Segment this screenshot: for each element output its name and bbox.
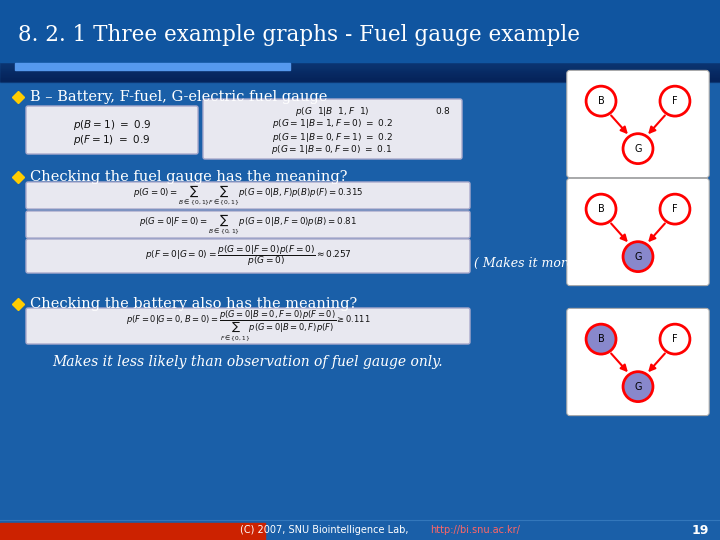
Bar: [0, 79, 720, 80]
Bar: [15, 63, 290, 70]
Bar: [0, 64, 720, 65]
Circle shape: [586, 86, 616, 116]
Circle shape: [660, 86, 690, 116]
Bar: [0, 54, 720, 55]
Text: B: B: [598, 96, 604, 106]
Text: F: F: [672, 96, 678, 106]
FancyBboxPatch shape: [26, 308, 470, 344]
Bar: [0, 66, 720, 67]
Text: $p(G=0) = \sum_{B\in\{0,1\}}\sum_{F\in\{0,1\}} p(G=0|B,F)p(B)p(F) = 0.315$: $p(G=0) = \sum_{B\in\{0,1\}}\sum_{F\in\{…: [133, 183, 363, 207]
Bar: [0, 58, 720, 59]
Bar: [0, 72, 720, 73]
Bar: [0, 0, 720, 50]
Bar: [0, 51, 720, 52]
Text: Checking the fuel gauge has the meaning?: Checking the fuel gauge has the meaning?: [30, 170, 348, 184]
FancyBboxPatch shape: [26, 211, 470, 238]
Text: F: F: [672, 334, 678, 344]
Bar: [0, 55, 720, 56]
Bar: [0, 74, 720, 75]
Bar: [0, 81, 720, 82]
Text: 8. 2. 1 Three example graphs - Fuel gauge example: 8. 2. 1 Three example graphs - Fuel gaug…: [18, 24, 580, 46]
Bar: [0, 62, 720, 63]
FancyBboxPatch shape: [26, 182, 470, 209]
Circle shape: [586, 324, 616, 354]
Circle shape: [660, 324, 690, 354]
Bar: [0, 53, 720, 54]
FancyBboxPatch shape: [567, 308, 709, 416]
Text: $0.8$: $0.8$: [436, 105, 451, 117]
Text: B: B: [598, 334, 604, 344]
Text: G: G: [634, 382, 642, 392]
Text: $p(G=0|F=0) = \sum_{B\in\{0,1\}} p(G=0|B,F=0)p(B) = 0.81$: $p(G=0|F=0) = \sum_{B\in\{0,1\}} p(G=0|B…: [139, 212, 357, 236]
Text: B: B: [598, 204, 604, 214]
Bar: [0, 78, 720, 79]
Bar: [0, 0, 720, 62]
Text: $p(F=0|G=0,B=0) = \dfrac{p(G=0|B=0,F=0)p(F=0)}{\sum_{F\in\{0,1\}}p(G=0|B=0,F)p(F: $p(F=0|G=0,B=0) = \dfrac{p(G=0|B=0,F=0)p…: [125, 309, 370, 343]
Text: B – Battery, F-fuel, G-electric fuel gauge: B – Battery, F-fuel, G-electric fuel gau…: [30, 90, 328, 104]
Bar: [0, 48, 720, 49]
Text: $p(B=1) \ = \ 0.9$: $p(B=1) \ = \ 0.9$: [73, 118, 151, 132]
Bar: [0, 73, 720, 74]
Text: 19: 19: [691, 523, 708, 537]
FancyBboxPatch shape: [567, 70, 709, 178]
Bar: [0, 45, 720, 46]
Bar: [0, 42, 720, 43]
FancyBboxPatch shape: [567, 178, 709, 286]
Text: http://bi.snu.ac.kr/: http://bi.snu.ac.kr/: [430, 525, 520, 535]
Bar: [0, 523, 265, 540]
Bar: [0, 60, 720, 61]
Bar: [0, 50, 720, 51]
Bar: [0, 52, 720, 53]
Bar: [0, 49, 720, 50]
Text: (C) 2007, SNU Biointelligence Lab,: (C) 2007, SNU Biointelligence Lab,: [240, 525, 412, 535]
Bar: [0, 77, 720, 78]
Bar: [0, 61, 720, 62]
FancyBboxPatch shape: [203, 99, 462, 159]
Bar: [0, 47, 720, 48]
Text: G: G: [634, 252, 642, 262]
Bar: [0, 46, 720, 47]
Bar: [0, 63, 720, 64]
Bar: [0, 43, 720, 44]
Circle shape: [623, 372, 653, 402]
Circle shape: [660, 194, 690, 224]
Circle shape: [623, 134, 653, 164]
Text: F: F: [672, 204, 678, 214]
Bar: [0, 65, 720, 66]
Text: Makes it less likely than observation of fuel gauge only.: Makes it less likely than observation of…: [53, 355, 444, 369]
Bar: [0, 59, 720, 60]
Text: $p(G=1|B=0, F=0) \ = \ 0.1$: $p(G=1|B=0, F=0) \ = \ 0.1$: [271, 144, 392, 157]
Bar: [0, 75, 720, 76]
Bar: [0, 80, 720, 81]
Text: $p(F=1) \ = \ 0.9$: $p(F=1) \ = \ 0.9$: [73, 133, 150, 147]
Bar: [0, 70, 720, 71]
Circle shape: [623, 242, 653, 272]
Bar: [0, 44, 720, 45]
Text: $p(F=0|G=0) = \dfrac{p(G=0|F=0)p(F=0)}{p(G=0)} \approx 0.257$: $p(F=0|G=0) = \dfrac{p(G=0|F=0)p(F=0)}{p…: [145, 244, 351, 268]
Text: $p(G=1|B=1, F=0) \ = \ 0.2$: $p(G=1|B=1, F=0) \ = \ 0.2$: [271, 118, 392, 131]
Text: ( Makes it more likely ): ( Makes it more likely ): [474, 256, 621, 269]
Bar: [0, 56, 720, 57]
FancyBboxPatch shape: [26, 239, 470, 273]
Text: G: G: [634, 144, 642, 154]
Bar: [0, 57, 720, 58]
Text: Checking the battery also has the meaning?: Checking the battery also has the meanin…: [30, 297, 357, 311]
Text: $p(G \ \ 1|B \ \ 1, F \ \ 1)$: $p(G \ \ 1|B \ \ 1, F \ \ 1)$: [294, 105, 369, 118]
Bar: [0, 76, 720, 77]
Text: $p(G=1|B=0, F=1) \ = \ 0.2$: $p(G=1|B=0, F=1) \ = \ 0.2$: [271, 131, 392, 144]
Bar: [0, 68, 720, 69]
Circle shape: [586, 194, 616, 224]
FancyBboxPatch shape: [26, 106, 198, 154]
Bar: [0, 67, 720, 68]
Bar: [0, 69, 720, 70]
Bar: [0, 71, 720, 72]
